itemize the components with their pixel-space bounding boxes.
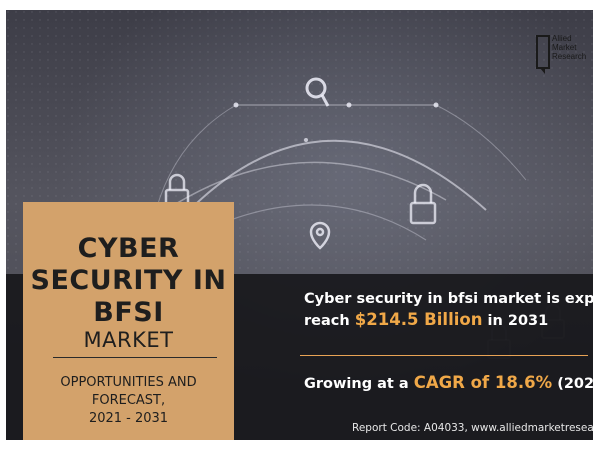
title-line-2: SECURITY IN — [30, 265, 227, 296]
title-market: MARKET — [83, 328, 174, 352]
logo-text: Allied Market Research — [552, 34, 586, 61]
title-line-3: BFSI — [93, 297, 164, 328]
stat-market-size-suffix: in 2031 — [487, 313, 549, 329]
padlock-icon — [409, 183, 437, 225]
company-logo: Allied Market Research — [536, 34, 593, 74]
stat-market-size-prefix: reach — [304, 313, 350, 329]
stat-cagr-suffix: (2022-2031) — [557, 376, 593, 392]
forecast-line-2: FORECAST, — [91, 393, 166, 408]
stat-market-size-value: $214.5 Billion — [354, 310, 483, 329]
title-divider — [53, 357, 217, 358]
infographic-frame: Allied Market Research CYBER SECURITY IN… — [6, 10, 593, 440]
logo-line-2: Market — [552, 43, 577, 52]
search-icon — [305, 77, 330, 107]
stat-market-size-line-2: reach $214.5 Billion in 2031 — [304, 310, 548, 331]
forecast-line-3: 2021 - 2031 — [88, 411, 169, 426]
logo-line-3: Research — [552, 52, 587, 61]
logo-mark — [536, 35, 550, 74]
title-panel: CYBER SECURITY IN BFSI MARKET OPPORTUNIT… — [23, 202, 234, 440]
forecast-line-1: OPPORTUNITIES AND — [60, 375, 197, 390]
stat-divider — [300, 355, 588, 356]
logo-line-1: Allied — [552, 34, 572, 43]
report-code: Report Code: A04033, www.alliedmarketres… — [352, 422, 593, 434]
stat-cagr: Growing at a CAGR of 18.6% (2022-2031) — [304, 373, 593, 394]
location-pin-icon — [309, 221, 331, 250]
title-line-1: CYBER — [77, 233, 180, 264]
stat-cagr-value: CAGR of 18.6% — [413, 373, 553, 392]
stat-cagr-prefix: Growing at a — [304, 376, 409, 392]
stat-market-size-line-1: Cyber security in bfsi market is expecte… — [304, 291, 593, 307]
